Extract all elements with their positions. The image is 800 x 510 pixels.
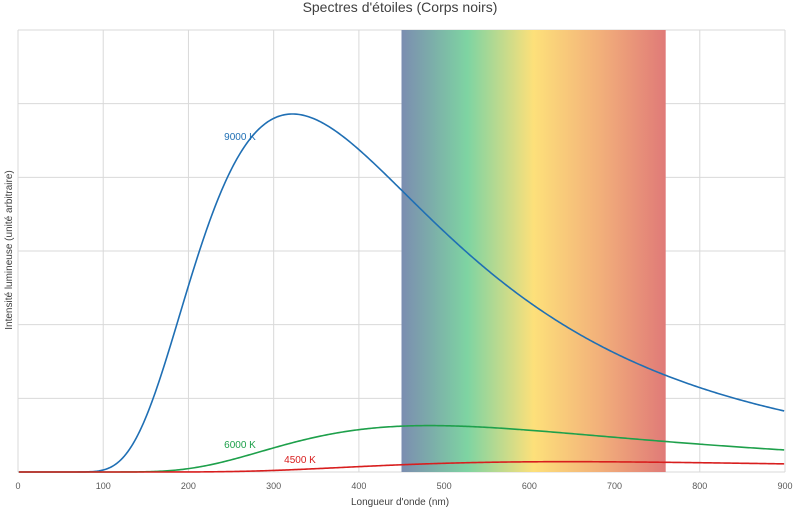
series-label-9000k: 9000 K xyxy=(224,132,256,143)
series-lines xyxy=(18,113,785,473)
x-tick-label-400: 400 xyxy=(351,481,366,491)
x-tick-label-200: 200 xyxy=(181,481,196,491)
series-labels: 9000 K 6000 K 4500 K xyxy=(224,132,316,466)
x-tick-label-800: 800 xyxy=(692,481,707,491)
x-tick-label-300: 300 xyxy=(266,481,281,491)
series-line-4500k xyxy=(18,460,785,473)
x-tick-label-0: 0 xyxy=(15,481,20,491)
x-tick-labels: 0 100 200 300 400 500 600 700 800 900 xyxy=(15,481,792,491)
visible-spectrum-band xyxy=(401,30,666,472)
x-tick-label-700: 700 xyxy=(607,481,622,491)
chart-title: Spectres d'étoiles (Corps noirs) xyxy=(303,0,498,15)
x-tick-label-500: 500 xyxy=(437,481,452,491)
x-tick-label-100: 100 xyxy=(96,481,111,491)
x-tick-label-600: 600 xyxy=(522,481,537,491)
x-axis-label: Longueur d'onde (nm) xyxy=(351,497,449,508)
x-tick-label-900: 900 xyxy=(777,481,792,491)
series-line-9000k xyxy=(18,113,785,473)
series-label-6000k: 6000 K xyxy=(224,440,256,451)
y-axis-label: Intensité lumineuse (unité arbitraire) xyxy=(4,170,15,330)
series-label-4500k: 4500 K xyxy=(284,455,316,466)
